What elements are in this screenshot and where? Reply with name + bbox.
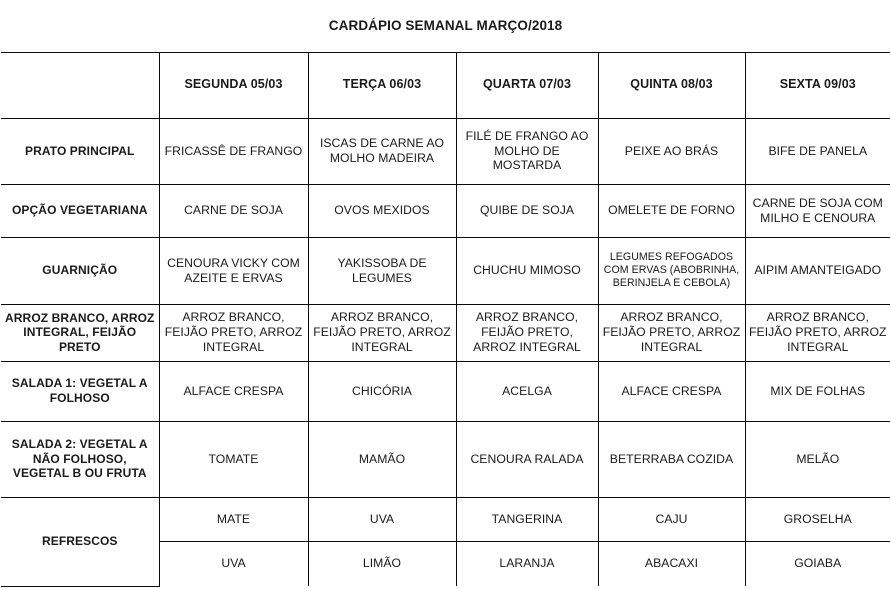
cell-guarnicao-terca: YAKISSOBA DE LEGUMES <box>307 236 457 305</box>
cell-refrescos-2-sexta: GOIABA <box>744 540 891 586</box>
cell-guarnicao-sexta: AIPIM AMANTEIGADO <box>744 236 891 305</box>
cell-prato-principal-terca: ISCAS DE CARNE AO MOLHO MADEIRA <box>307 117 457 185</box>
cell-opcao-vegetariana-sexta: CARNE DE SOJA COM MILHO E CENOURA <box>744 183 891 238</box>
cell-opcao-vegetariana-quarta: QUIBE DE SOJA <box>455 183 599 238</box>
cell-prato-principal-quinta: PEIXE AO BRÁS <box>597 117 746 185</box>
table-row-salada-1: SALADA 1: VEGETAL A FOLHOSO ALFACE CRESP… <box>1 360 891 422</box>
cell-salada-2-segunda: TOMATE <box>158 420 309 498</box>
cell-refrescos-1-segunda: MATE <box>158 496 309 542</box>
cell-refrescos-1-quarta: TANGERINA <box>455 496 599 542</box>
cell-salada-1-terca: CHICÓRIA <box>307 360 457 422</box>
table-row-arroz-feijao: ARROZ BRANCO, ARROZ INTEGRAL, FEIJÃO PRE… <box>1 303 891 362</box>
row-label-salada-1: SALADA 1: VEGETAL A FOLHOSO <box>1 360 160 422</box>
cell-salada-1-quinta: ALFACE CRESPA <box>597 360 746 422</box>
cell-refrescos-1-quinta: CAJU <box>597 496 746 542</box>
row-label-arroz-feijao: ARROZ BRANCO, ARROZ INTEGRAL, FEIJÃO PRE… <box>1 303 160 362</box>
cell-arroz-feijao-terca: ARROZ BRANCO, FEIJÃO PRETO, ARROZ INTEGR… <box>307 303 457 362</box>
day-header-sexta: SEXTA 09/03 <box>744 51 891 119</box>
cell-arroz-feijao-quarta: ARROZ BRANCO, FEIJÃO PRETO, ARROZ INTEGR… <box>455 303 599 362</box>
day-header-quarta: QUARTA 07/03 <box>455 51 599 119</box>
cell-refrescos-1-terca: UVA <box>307 496 457 542</box>
page-title: CARDÁPIO SEMANAL MARÇO/2018 <box>1 0 891 53</box>
cell-prato-principal-quarta: FILÉ DE FRANGO AO MOLHO DE MOSTARDA <box>455 117 599 185</box>
cell-salada-1-quarta: ACELGA <box>455 360 599 422</box>
cell-prato-principal-segunda: FRICASSÊ DE FRANGO <box>158 117 309 185</box>
table-row-refrescos-2: UVA LIMÃO LARANJA ABACAXI GOIABA <box>1 540 891 586</box>
cell-prato-principal-sexta: BIFE DE PANELA <box>744 117 891 185</box>
cell-guarnicao-quarta: CHUCHU MIMOSO <box>455 236 599 305</box>
cell-opcao-vegetariana-segunda: CARNE DE SOJA <box>158 183 309 238</box>
table-corner-cell <box>1 51 160 119</box>
cell-opcao-vegetariana-quinta: OMELETE DE FORNO <box>597 183 746 238</box>
cell-salada-2-terca: MAMÃO <box>307 420 457 498</box>
cell-refrescos-2-segunda: UVA <box>158 540 309 586</box>
row-label-opcao-vegetariana: OPÇÃO VEGETARIANA <box>1 183 160 238</box>
cell-refrescos-2-quinta: ABACAXI <box>597 540 746 586</box>
cell-arroz-feijao-quinta: ARROZ BRANCO, FEIJÃO PRETO, ARROZ INTEGR… <box>597 303 746 362</box>
title-row: CARDÁPIO SEMANAL MARÇO/2018 <box>1 0 891 53</box>
cell-salada-2-sexta: MELÃO <box>744 420 891 498</box>
day-header-row: SEGUNDA 05/03 TERÇA 06/03 QUARTA 07/03 Q… <box>1 51 891 119</box>
table-row-refrescos-1: REFRESCOS MATE UVA TANGERINA CAJU GROSEL… <box>1 496 891 587</box>
table-row-salada-2: SALADA 2: VEGETAL A NÃO FOLHOSO, VEGETAL… <box>1 420 891 498</box>
cell-guarnicao-quinta: LEGUMES REFOGADOS COM ERVAS (ABOBRINHA, … <box>597 236 746 305</box>
day-header-segunda: SEGUNDA 05/03 <box>158 51 309 119</box>
cell-refrescos-2-quarta: LARANJA <box>455 540 599 586</box>
day-header-terca: TERÇA 06/03 <box>307 51 457 119</box>
day-header-quinta: QUINTA 08/03 <box>597 51 746 119</box>
row-label-salada-2: SALADA 2: VEGETAL A NÃO FOLHOSO, VEGETAL… <box>1 420 160 498</box>
cell-opcao-vegetariana-terca: OVOS MEXIDOS <box>307 183 457 238</box>
table-row-prato-principal: PRATO PRINCIPAL FRICASSÊ DE FRANGO ISCAS… <box>1 117 891 185</box>
row-label-guarnicao: GUARNIÇÃO <box>1 236 160 305</box>
cell-salada-1-sexta: MIX DE FOLHAS <box>744 360 891 422</box>
cell-refrescos-2-terca: LIMÃO <box>307 540 457 586</box>
row-label-prato-principal: PRATO PRINCIPAL <box>1 117 160 185</box>
cell-salada-1-segunda: ALFACE CRESPA <box>158 360 309 422</box>
cell-arroz-feijao-sexta: ARROZ BRANCO, FEIJÃO PRETO, ARROZ INTEGR… <box>744 303 891 362</box>
cell-refrescos-1-sexta: GROSELHA <box>744 496 891 542</box>
cell-salada-2-quarta: CENOURA RALADA <box>455 420 599 498</box>
cell-arroz-feijao-segunda: ARROZ BRANCO, FEIJÃO PRETO, ARROZ INTEGR… <box>158 303 309 362</box>
cell-guarnicao-segunda: CENOURA VICKY COM AZEITE E ERVAS <box>158 236 309 305</box>
row-label-refrescos: REFRESCOS <box>1 496 160 587</box>
table-row-opcao-vegetariana: OPÇÃO VEGETARIANA CARNE DE SOJA OVOS MEX… <box>1 183 891 238</box>
cell-salada-2-quinta: BETERRABA COZIDA <box>597 420 746 498</box>
table-row-guarnicao: GUARNIÇÃO CENOURA VICKY COM AZEITE E ERV… <box>1 236 891 305</box>
